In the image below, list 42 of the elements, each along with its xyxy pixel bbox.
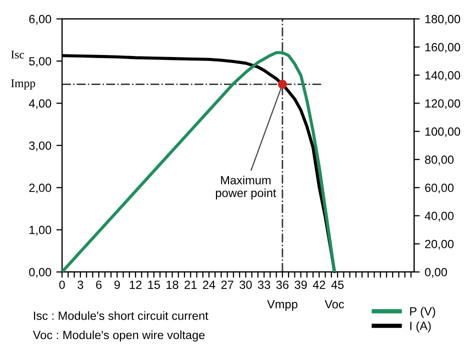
y-tick-label: 4,00	[28, 99, 52, 110]
text: Isc : Module's short circuit current	[34, 311, 208, 320]
y-tick-label: 3,00	[29, 141, 52, 152]
y2-tick-label: 60,00	[425, 184, 454, 194]
y2-tick-label: 140,00	[425, 71, 460, 81]
ref-line-label: Impp	[11, 79, 36, 90]
x-tick-label: 45	[331, 280, 344, 289]
y2-tick-label: 80,00	[425, 156, 454, 166]
y-tick-label: 1,00	[30, 226, 52, 236]
y2-tick-label: 120,00	[425, 99, 460, 110]
x-tick-label: 42	[312, 280, 326, 289]
x-tick-label: 39	[294, 280, 307, 289]
legend-label: P (V)	[410, 306, 436, 318]
x-tick-label: 3	[78, 280, 84, 289]
x-tick-label: 33	[258, 280, 270, 289]
y2-tick-label: 40,00	[424, 212, 454, 222]
text: Isc	[11, 50, 24, 59]
x-tick-label: 9	[114, 280, 120, 289]
x-tick-label: 15	[148, 280, 160, 289]
y2-tick-label: 160,00	[425, 43, 460, 53]
x-tick-label: 18	[166, 280, 178, 289]
y2-tick-label: 100,00	[425, 127, 460, 138]
x-tick-label: 6	[96, 280, 102, 289]
text: Voc : Module's open wire voltage	[32, 330, 205, 342]
y-tick-label: 5,00	[29, 57, 52, 67]
x-tick-label: 24	[203, 280, 216, 289]
y-tick-label: 0,00	[29, 268, 52, 278]
x-tick-label: 21	[184, 280, 197, 289]
x-tick-label: 30	[240, 280, 252, 289]
y2-tick-label: 0,00	[424, 268, 447, 278]
annotation: Maximum power point	[216, 176, 276, 200]
y-tick-label: 6,00	[29, 14, 52, 25]
legend-label: I (A)	[410, 321, 431, 332]
y-tick-label: 2,00	[29, 184, 52, 194]
ref-line-label: Vmpp	[267, 300, 298, 311]
x-tick-label: 36	[276, 280, 288, 289]
x-tick-label: 0	[59, 280, 65, 289]
y2-tick-label: 180,00	[425, 14, 460, 25]
x-tick-label: 27	[221, 280, 234, 289]
y2-tick-label: 20,00	[425, 240, 454, 250]
annotation: Voc	[324, 300, 344, 308]
x-tick-label: 12	[130, 280, 142, 289]
